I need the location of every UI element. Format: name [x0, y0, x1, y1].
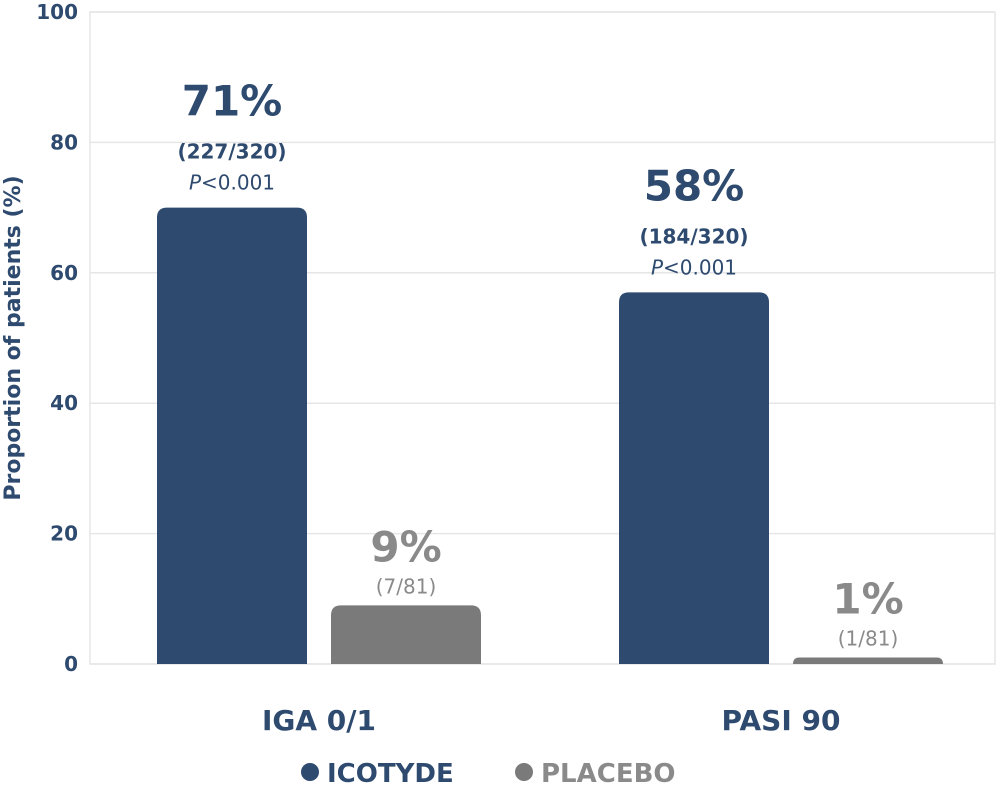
bar-layer [157, 207, 943, 664]
y-tick-label: 0 [64, 652, 78, 676]
bar-icotyde [619, 292, 769, 664]
bar-value-label: 9% [370, 522, 441, 571]
y-axis-label: Proportion of patients (%) [1, 175, 26, 500]
p-value-label: P<0.001 [189, 171, 275, 195]
legend-label-icotyde: ICOTYDE [327, 759, 454, 789]
legend-marker-placebo [515, 763, 533, 781]
legend-marker-icotyde [301, 763, 319, 781]
x-category-label: PASI 90 [722, 704, 841, 737]
bar-count-label: (227/320) [177, 140, 286, 164]
p-value-label: P<0.001 [651, 255, 737, 279]
y-tick-label: 100 [36, 0, 78, 24]
y-tick-label: 80 [50, 130, 78, 154]
bar-placebo [793, 657, 943, 664]
legend-label-placebo: PLACEBO [541, 759, 676, 789]
y-tick-label: 40 [50, 391, 78, 415]
bar-count-label: (7/81) [376, 574, 437, 598]
bar-value-label: 1% [832, 574, 903, 623]
label-layer: 71% (227/320) P<0.001 58% (184/320) P<0.001 9%… [177, 77, 903, 651]
bar-count-label: (1/81) [838, 626, 899, 650]
bar-icotyde [157, 207, 307, 664]
y-tick-label: 60 [50, 261, 78, 285]
legend: ICOTYDE PLACEBO [301, 759, 676, 789]
bar-placebo [331, 605, 481, 664]
bar-count-label: (184/320) [639, 224, 748, 248]
y-tick-label: 20 [50, 522, 78, 546]
bar-value-label: 58% [644, 161, 745, 210]
bar-value-label: 71% [182, 77, 283, 126]
x-category-label: IGA 0/1 [262, 704, 376, 737]
axis-layer: 0 20 40 60 80 100 Proportion of patients (%) IG… [1, 0, 840, 737]
